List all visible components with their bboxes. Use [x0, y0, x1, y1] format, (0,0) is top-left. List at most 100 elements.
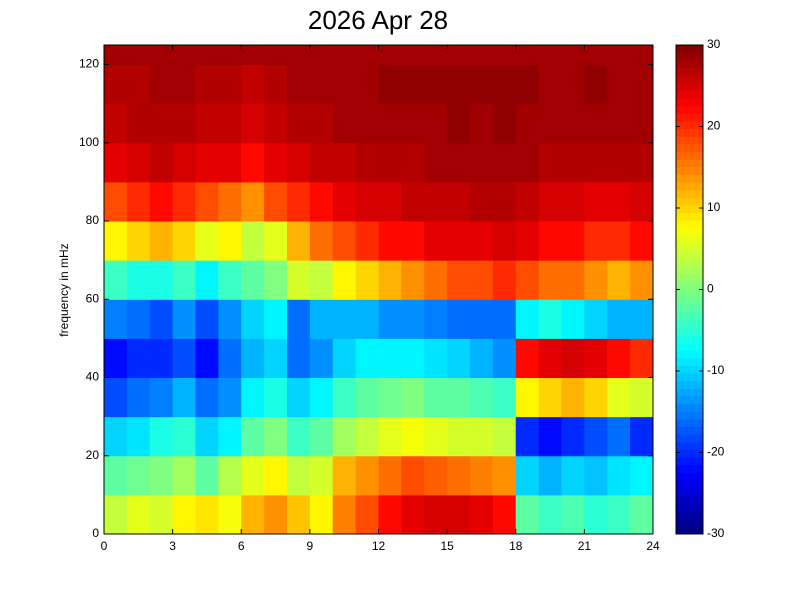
- heatmap-cell: [355, 260, 379, 300]
- y-tick-label: 20: [86, 448, 100, 462]
- heatmap-cell: [607, 299, 631, 339]
- heatmap-cell: [104, 103, 128, 144]
- heatmap-cell: [515, 338, 540, 379]
- heatmap-cell: [584, 338, 608, 379]
- heatmap-cell: [470, 260, 494, 300]
- heatmap-cell: [126, 103, 151, 144]
- heatmap-cell: [401, 181, 425, 222]
- colorbar-segment: [676, 442, 703, 451]
- heatmap-cell: [630, 455, 654, 496]
- heatmap-cell: [264, 299, 288, 339]
- heatmap-cell: [607, 338, 631, 379]
- heatmap-cell: [264, 181, 288, 222]
- heatmap-cell: [447, 260, 471, 300]
- heatmap-cell: [424, 494, 448, 535]
- chart-title: 2026 Apr 28: [308, 5, 448, 35]
- heatmap-cell: [492, 103, 517, 144]
- heatmap-cell: [378, 299, 402, 339]
- heatmap-cell: [126, 494, 151, 535]
- heatmap-cell: [447, 45, 471, 66]
- heatmap-cell: [218, 142, 242, 183]
- heatmap-cell: [332, 142, 357, 183]
- heatmap-cell: [515, 416, 540, 457]
- heatmap-cell: [126, 377, 151, 418]
- heatmap-cell: [287, 45, 311, 66]
- heatmap-cell: [630, 221, 654, 261]
- colorbar-segment: [676, 503, 703, 512]
- colorbar-segment: [676, 419, 703, 428]
- heatmap-cell: [424, 64, 448, 105]
- heatmap-cell: [241, 142, 265, 183]
- heatmap-cell: [470, 142, 494, 183]
- heatmap-cell: [561, 45, 585, 66]
- heatmap-cell: [401, 142, 425, 183]
- heatmap-cell: [172, 103, 196, 144]
- y-tick-label: 80: [86, 213, 100, 227]
- heatmap-cell: [195, 338, 219, 379]
- heatmap-cell: [241, 221, 265, 261]
- heatmap-cell: [378, 181, 402, 222]
- heatmap-cell: [424, 181, 448, 222]
- heatmap-cell: [630, 64, 654, 105]
- heatmap-cell: [630, 416, 654, 457]
- heatmap-cell: [104, 260, 128, 300]
- heatmap-cell: [355, 377, 379, 418]
- heatmap-cell: [264, 416, 288, 457]
- heatmap-cell: [607, 103, 631, 144]
- heatmap-cell: [470, 455, 494, 496]
- heatmap-cell: [195, 64, 219, 105]
- heatmap-cell: [492, 260, 517, 300]
- colorbar-segment: [676, 83, 703, 92]
- heatmap-cell: [401, 338, 425, 379]
- heatmap-cell: [287, 494, 311, 535]
- heatmap-cell: [561, 299, 585, 339]
- heatmap-cell: [355, 416, 379, 457]
- heatmap-cell: [584, 455, 608, 496]
- colorbar-segment: [676, 511, 703, 520]
- colorbar-segment: [676, 98, 703, 107]
- heatmap-cell: [332, 221, 357, 261]
- colorbar-segment: [676, 174, 703, 184]
- heatmap-cell: [126, 64, 151, 105]
- heatmap-cell: [218, 455, 242, 496]
- heatmap-cell: [332, 64, 357, 105]
- colorbar-segment: [676, 251, 703, 260]
- heatmap-cell: [149, 455, 174, 496]
- y-tick-label: 100: [79, 135, 99, 149]
- heatmap-cell: [584, 494, 608, 535]
- colorbar-segment: [676, 220, 703, 229]
- heatmap-cell: [126, 142, 151, 183]
- heatmap-cell: [561, 377, 585, 418]
- heatmap-cell: [630, 103, 654, 144]
- heatmap-cell: [104, 299, 128, 339]
- heatmap-cell: [104, 494, 128, 535]
- heatmap-cell: [287, 416, 311, 457]
- heatmap-cell: [241, 64, 265, 105]
- heatmap-cell: [149, 494, 174, 535]
- colorbar-segment: [676, 427, 703, 436]
- heatmap-cell: [447, 103, 471, 144]
- heatmap-cell: [447, 377, 471, 418]
- heatmap-cell: [126, 299, 151, 339]
- heatmap-cell: [378, 494, 402, 535]
- heatmap-cell: [584, 260, 608, 300]
- heatmap-cell: [538, 103, 562, 144]
- colorbar-segment: [676, 213, 703, 222]
- heatmap-cell: [515, 181, 540, 222]
- heatmap-cell: [264, 338, 288, 379]
- heatmap-cell: [447, 221, 471, 261]
- heatmap-cell: [401, 221, 425, 261]
- heatmap-cell: [264, 142, 288, 183]
- heatmap-cell: [401, 455, 425, 496]
- heatmap-cell: [515, 377, 540, 418]
- heatmap-cell: [584, 416, 608, 457]
- colorbar-segment: [676, 457, 703, 466]
- heatmap-cell: [195, 181, 219, 222]
- heatmap-cell: [332, 299, 357, 339]
- y-tick-label: 60: [86, 291, 100, 305]
- heatmap-cell: [172, 494, 196, 535]
- x-tick-label: 12: [372, 539, 386, 553]
- heatmap-cell: [401, 299, 425, 339]
- heatmap-cell: [287, 299, 311, 339]
